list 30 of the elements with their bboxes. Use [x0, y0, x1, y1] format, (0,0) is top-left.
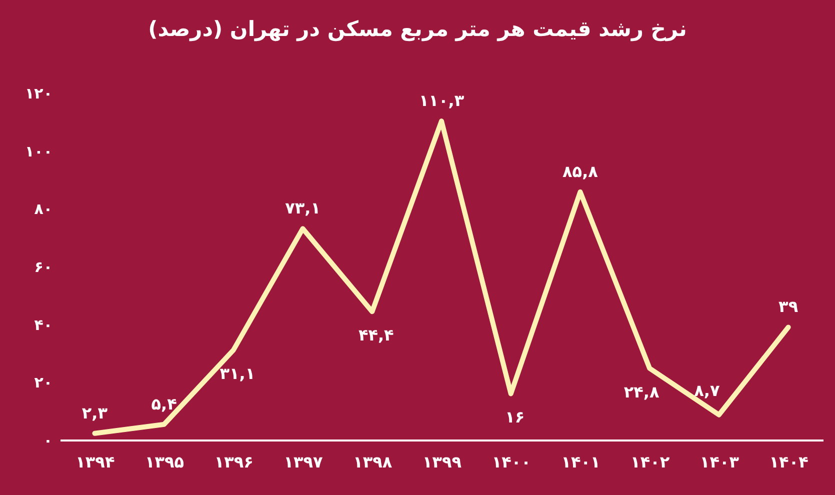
- chart-title: نرخ رشد قیمت هر متر مربع مسکن در تهران (درصد): [148, 17, 687, 42]
- x-tick-label: ۱۳۹۷: [284, 452, 324, 472]
- x-tick-label: ۱۳۹۹: [422, 452, 462, 472]
- data-label: ۵,۴: [151, 394, 178, 414]
- y-tick-label: ۶۰: [34, 258, 52, 276]
- x-tick-label: ۱۴۰۱: [561, 452, 600, 472]
- y-tick-label: ۱۲۰: [25, 84, 52, 102]
- data-label: ۱۶: [505, 408, 525, 427]
- data-label: ۲,۳: [82, 403, 108, 422]
- data-label: ۸۵,۸: [562, 162, 598, 181]
- data-label: ۳۱,۱: [220, 364, 256, 384]
- y-tick-label: ۸۰: [34, 200, 52, 218]
- data-label: ۴۴,۴: [358, 326, 394, 345]
- x-tick-label: ۱۳۹۶: [214, 452, 254, 472]
- x-tick-label: ۱۳۹۵: [145, 452, 184, 472]
- y-tick-label: ۲۰: [34, 374, 52, 392]
- x-tick-label: ۱۳۹۴: [76, 452, 115, 472]
- x-tick-label: ۱۴۰۳: [700, 452, 740, 472]
- data-label: ۳۹: [778, 297, 798, 316]
- y-tick-label: ۱۰۰: [25, 142, 52, 160]
- x-tick-label: ۱۴۰۲: [630, 452, 670, 472]
- x-tick-label: ۱۴۰۴: [769, 452, 809, 472]
- x-tick-label: ۱۳۹۸: [353, 452, 392, 472]
- y-tick-label: ۴۰: [34, 316, 52, 334]
- data-label: ۱۱۰,۳: [418, 91, 464, 110]
- data-label: ۲۴,۸: [624, 382, 660, 402]
- y-tick-label: ۰: [43, 432, 52, 450]
- x-tick-label: ۱۴۰۰: [492, 452, 531, 472]
- data-label: ۷۳,۱: [285, 198, 320, 218]
- data-label: ۸,۷: [694, 380, 720, 400]
